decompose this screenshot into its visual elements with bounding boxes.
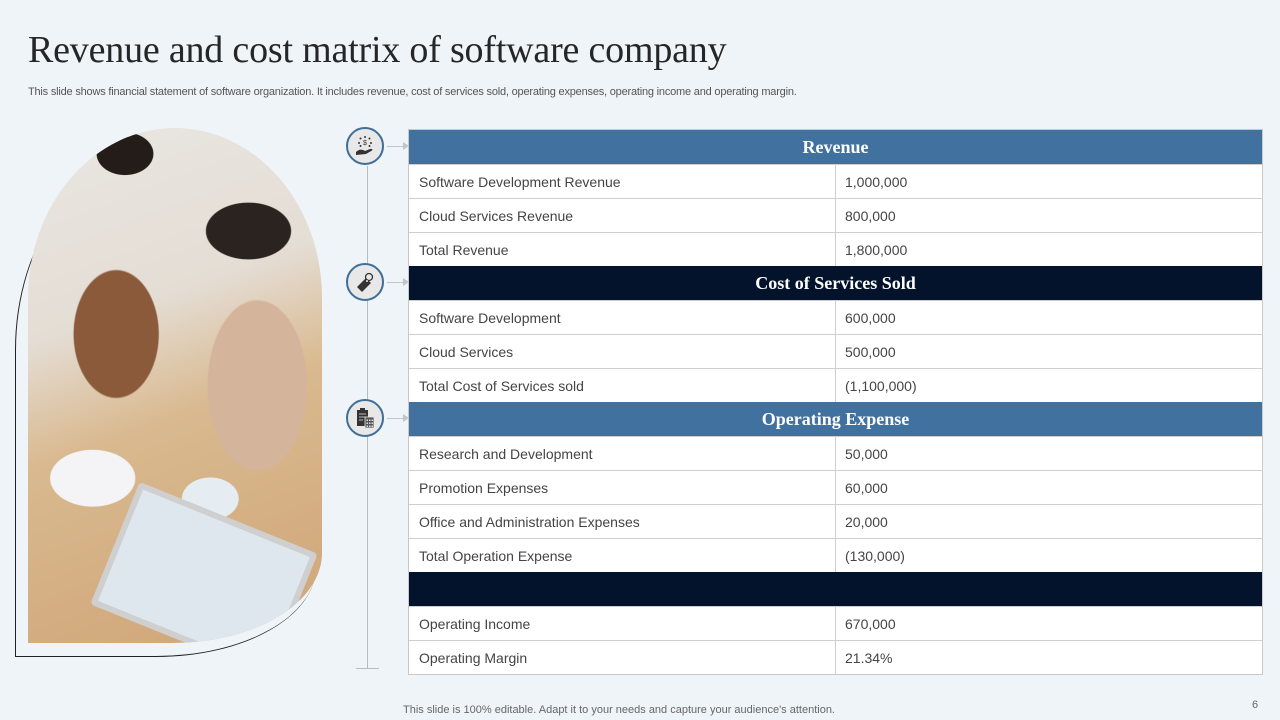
laptop-illustration: [90, 481, 318, 643]
table-row: Operating Margin 21.34%: [409, 640, 1262, 674]
team-meeting-photo: [28, 128, 322, 643]
table-row: Total Cost of Services sold (1,100,000): [409, 368, 1262, 402]
table-row: Operating Income 670,000: [409, 606, 1262, 640]
table-row: Cloud Services 500,000: [409, 334, 1262, 368]
row-label: Promotion Expenses: [409, 471, 836, 504]
table-row: Cloud Services Revenue 800,000: [409, 198, 1262, 232]
slide-title: Revenue and cost matrix of software comp…: [28, 29, 727, 71]
photo-frame-outline: [15, 150, 316, 657]
clipboard-calculator-icon: [357, 408, 375, 429]
connector-arrow: [387, 142, 409, 150]
row-label: Cloud Services: [409, 335, 836, 368]
row-value: (130,000): [845, 547, 905, 564]
table-row: Total Revenue 1,800,000: [409, 232, 1262, 266]
table-row: Total Operation Expense (130,000): [409, 538, 1262, 572]
section-header-operating-expense: Operating Expense: [409, 402, 1262, 436]
table-row: Software Development 600,000: [409, 300, 1262, 334]
section-header-revenue: Revenue: [409, 130, 1262, 164]
table-row: Research and Development 50,000: [409, 436, 1262, 470]
table-row: Promotion Expenses 60,000: [409, 470, 1262, 504]
money-hand-icon: $: [356, 136, 373, 155]
timeline-base: [356, 668, 379, 669]
timeline-node-cost: [346, 263, 384, 301]
section-header-operating-income: [409, 572, 1262, 606]
svg-text:$: $: [363, 140, 367, 147]
section-header-cost-of-services: Cost of Services Sold: [409, 266, 1262, 300]
row-label: Operating Income: [409, 607, 836, 640]
timeline-node-operating-expense: [346, 399, 384, 437]
connector-arrow: [387, 278, 409, 286]
connector-arrow: [387, 414, 409, 422]
row-value: 600,000: [845, 309, 896, 326]
row-value: 21.34%: [845, 649, 893, 666]
table-row: Office and Administration Expenses 20,00…: [409, 504, 1262, 538]
row-value: 20,000: [845, 513, 888, 530]
row-value: 800,000: [845, 207, 896, 224]
row-label: Research and Development: [409, 437, 836, 470]
row-value: 1,000,000: [845, 173, 908, 190]
footer-note: This slide is 100% editable. Adapt it to…: [403, 704, 835, 716]
row-label: Total Cost of Services sold: [409, 369, 836, 402]
row-label: Cloud Services Revenue: [409, 199, 836, 232]
table-row: Software Development Revenue 1,000,000: [409, 164, 1262, 198]
row-label: Software Development Revenue: [409, 165, 836, 198]
row-value: 50,000: [845, 445, 888, 462]
row-value: 60,000: [845, 479, 888, 496]
row-value: (1,100,000): [845, 377, 917, 394]
row-label: Operating Margin: [409, 641, 836, 674]
page-number: 6: [1252, 699, 1259, 711]
row-value: 1,800,000: [845, 241, 908, 258]
price-tag-icon: [357, 272, 374, 292]
timeline-node-revenue: $: [346, 127, 384, 165]
row-label: Total Operation Expense: [409, 539, 836, 572]
row-value: 670,000: [845, 615, 896, 632]
revenue-cost-matrix: Revenue Software Development Revenue 1,0…: [408, 129, 1263, 675]
row-label: Software Development: [409, 301, 836, 334]
row-label: Total Revenue: [409, 233, 836, 266]
slide-subtitle: This slide shows financial statement of …: [28, 86, 797, 98]
row-label: Office and Administration Expenses: [409, 505, 836, 538]
row-value: 500,000: [845, 343, 896, 360]
